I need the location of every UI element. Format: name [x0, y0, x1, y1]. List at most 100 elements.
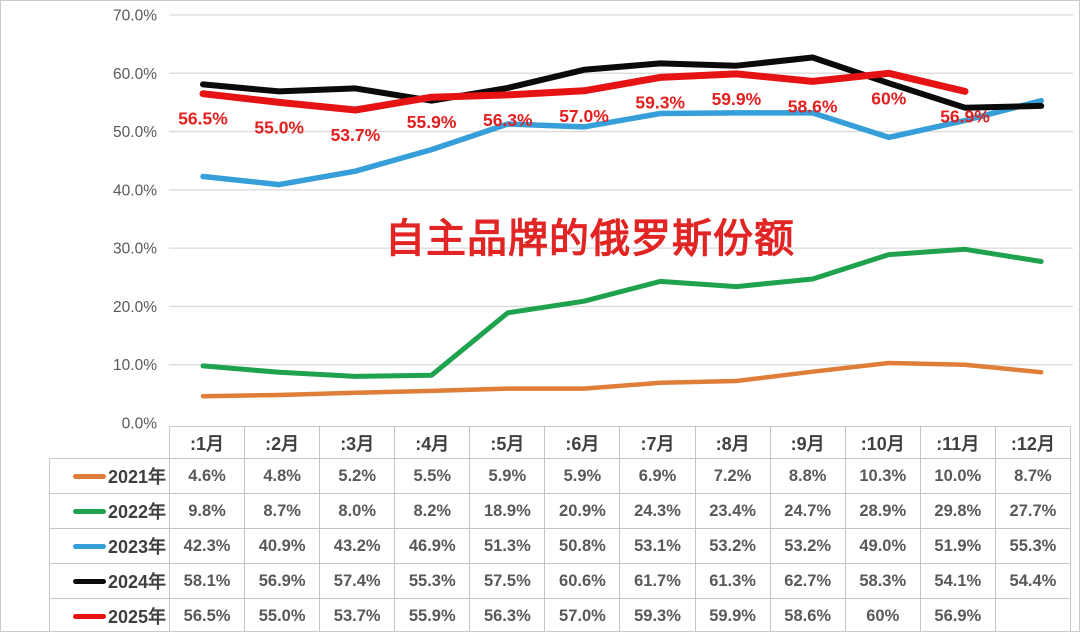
y-axis-tick: 20.0% [113, 299, 157, 316]
series-name: 2025年 [107, 607, 166, 627]
month-header-cell: :12月 [994, 426, 1072, 459]
series-name: 2021年 [107, 467, 166, 487]
value-cell: 58.6% [769, 598, 846, 631]
series-line-2025年 [199, 69, 969, 114]
y-axis-tick: 0.0% [122, 416, 158, 433]
series-line-2024年 [200, 54, 1045, 111]
series-legend-cell: 2022年 [49, 493, 170, 529]
month-header-cell: :4月 [394, 426, 471, 459]
value-cell: 8.2% [394, 493, 471, 529]
value-cell: 9.8% [168, 493, 246, 529]
legend-swatch [72, 543, 106, 549]
series-line-2021年 [200, 360, 1044, 399]
value-cell: 8.8% [769, 458, 846, 494]
series-legend-cell: 2025年 [49, 598, 170, 631]
value-cell: 60% [844, 598, 921, 631]
y-axis-tick: 60.0% [113, 66, 157, 83]
data-label: 53.7% [331, 125, 381, 145]
value-cell: 56.3% [469, 598, 546, 631]
series-name: 2023年 [107, 537, 166, 557]
table-row: 2022年 9.8% 8.7% 8.0% 8.2% 18.9% 20.9% 24.3% 23.4… [49, 493, 1072, 529]
data-label: 55.9% [407, 112, 457, 132]
series-legend-cell: 2021年 [49, 458, 170, 494]
value-cell: 57.5% [469, 563, 546, 599]
value-cell: 5.5% [394, 458, 471, 494]
value-cell: 60.6% [544, 563, 621, 599]
value-cell: 46.9% [394, 528, 471, 564]
value-cell: 55.3% [394, 563, 471, 599]
value-cell: 10.3% [844, 458, 921, 494]
value-cell: 55.3% [994, 528, 1072, 564]
value-cell: 55.9% [394, 598, 471, 631]
month-header-cell: :6月 [544, 426, 621, 459]
value-cell: 23.4% [694, 493, 771, 529]
value-cell: 5.9% [469, 458, 546, 494]
value-cell: 51.3% [469, 528, 546, 564]
y-axis-tick: 50.0% [113, 124, 157, 141]
table-row: 2024年 58.1% 56.9% 57.4% 55.3% 57.5% 60.6% 61.7%… [49, 563, 1072, 599]
value-cell: 62.7% [769, 563, 846, 599]
month-header-cell: :10月 [844, 426, 921, 459]
value-cell: 57.0% [544, 598, 621, 631]
series-line-2023年 [200, 97, 1044, 188]
value-cell: 8.7% [244, 493, 321, 529]
month-header-cell: :2月 [244, 426, 321, 459]
series-name: 2024年 [107, 572, 166, 592]
value-cell: 59.9% [694, 598, 771, 631]
series-legend-cell: 2024年 [49, 563, 170, 599]
value-cell: 43.2% [319, 528, 396, 564]
data-label: 59.3% [635, 92, 685, 112]
series-line-2022年 [200, 246, 1044, 379]
month-header-cell: :3月 [319, 426, 396, 459]
value-cell: 7.2% [694, 458, 771, 494]
legend-swatch [72, 508, 106, 514]
value-cell: 8.0% [319, 493, 396, 529]
data-label: 60% [871, 88, 906, 108]
month-header-cell: :7月 [619, 426, 696, 459]
value-cell: 51.9% [919, 528, 996, 564]
value-cell: 24.7% [769, 493, 846, 529]
value-cell: 20.9% [544, 493, 621, 529]
month-header-cell: :5月 [469, 426, 546, 459]
value-cell: 59.3% [619, 598, 696, 631]
table-header-row: :1月:2月:3月:4月:5月:6月:7月:8月:9月:10月:11月:12月 [50, 426, 1072, 459]
chart-title: 自主品牌的俄罗斯份额 [385, 217, 795, 261]
month-header-cell: :8月 [694, 426, 771, 459]
value-cell: 53.7% [319, 598, 396, 631]
value-cell: 6.9% [619, 458, 696, 494]
table-row: 2021年 4.6% 4.8% 5.2% 5.5% 5.9% 5.9% 6.9% 7.2% 8.8… [49, 458, 1072, 494]
value-cell: 53.2% [769, 528, 846, 564]
y-axis-tick: 70.0% [113, 8, 157, 25]
data-label: 58.6% [788, 96, 838, 116]
value-cell: 61.7% [619, 563, 696, 599]
value-cell: 29.8% [919, 493, 996, 529]
y-axis-tick: 40.0% [113, 182, 157, 199]
value-cell: 18.9% [469, 493, 546, 529]
value-cell: 4.8% [244, 458, 321, 494]
value-cell: 24.3% [619, 493, 696, 529]
chart-data-table: :1月:2月:3月:4月:5月:6月:7月:8月:9月:10月:11月:12月 2… [49, 426, 1072, 631]
series-legend-cell: 2023年 [49, 528, 170, 564]
value-cell [994, 598, 1072, 631]
data-label: 59.9% [712, 89, 762, 109]
value-cell: 57.4% [319, 563, 396, 599]
value-cell: 58.3% [844, 563, 921, 599]
legend-swatch [72, 578, 106, 584]
data-label: 56.9% [940, 106, 990, 126]
month-header-cell: :9月 [769, 426, 846, 459]
y-axis-tick: 30.0% [113, 241, 157, 258]
value-cell: 54.1% [919, 563, 996, 599]
data-label: 57.0% [559, 106, 609, 126]
table-corner-cell [50, 427, 170, 459]
table-row: 2023年 42.3% 40.9% 43.2% 46.9% 51.3% 50.8% 53.1%… [49, 528, 1072, 564]
value-cell: 5.2% [319, 458, 396, 494]
legend-swatch [72, 613, 106, 619]
value-cell: 58.1% [168, 563, 246, 599]
data-label: 56.3% [483, 110, 533, 130]
value-cell: 28.9% [844, 493, 921, 529]
value-cell: 8.7% [994, 458, 1072, 494]
value-cell: 61.3% [694, 563, 771, 599]
value-cell: 50.8% [544, 528, 621, 564]
